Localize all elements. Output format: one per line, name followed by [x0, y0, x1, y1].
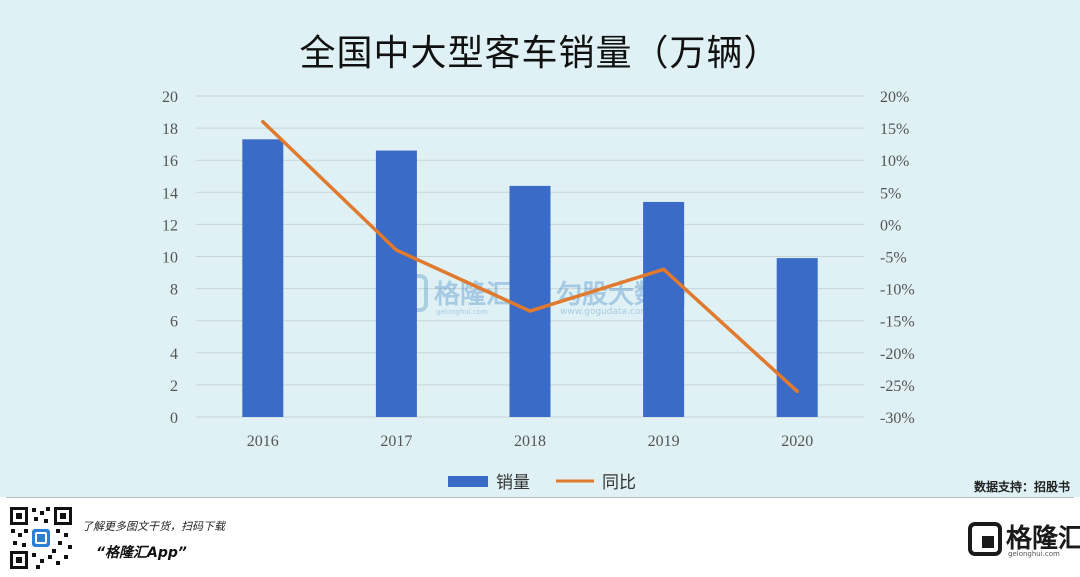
bar	[643, 201, 685, 417]
x-tick-label: 2017	[380, 433, 412, 450]
qr-code-icon	[8, 505, 74, 571]
x-tick-label: 2019	[648, 433, 680, 450]
brand-name: 格隆汇	[1006, 524, 1080, 554]
line-series	[261, 119, 799, 394]
y-right-tick-label: -5%	[880, 250, 907, 267]
line-point	[795, 389, 799, 393]
chart-svg: 格隆汇 gelonghui.com 勾股大数据 www.gogudata.com…	[162, 89, 915, 493]
y-right-tick-label: -10%	[880, 282, 915, 299]
y-left-tick-label: 8	[170, 282, 178, 299]
line-point	[528, 309, 532, 313]
y-right-tick-label: -25%	[880, 378, 915, 395]
legend-line-label: 同比	[602, 473, 636, 493]
y-left-tick-label: 18	[162, 121, 178, 138]
y-right-tick-label: 5%	[880, 185, 901, 202]
chart-title: 全国中大型客车销量（万辆）	[299, 33, 781, 74]
data-source: 数据支持：招股书	[973, 480, 1070, 494]
g-logo-icon	[968, 522, 1002, 556]
y-left-tick-label: 14	[162, 185, 178, 202]
y-right-tick-label: -30%	[880, 410, 915, 427]
y-left-tick-label: 12	[162, 217, 178, 234]
x-tick-label: 2018	[514, 433, 546, 450]
promo-line-1: 了解更多图文干货，扫码下载	[82, 520, 225, 533]
line-point	[662, 267, 666, 271]
y-left-tick-label: 2	[170, 378, 178, 395]
legend-bar-swatch	[448, 476, 488, 487]
chart-area: 全国中大型客车销量（万辆） 格隆汇 gelonghui.com 勾股大数据 ww…	[0, 0, 1080, 497]
y-right-tick-label: 10%	[880, 153, 909, 170]
y-right-tick-label: 15%	[880, 121, 909, 138]
y-right-tick-label: -20%	[880, 346, 915, 363]
promo-line-2: “格隆汇App”	[96, 545, 187, 561]
y-right-tick-label: 0%	[880, 217, 901, 234]
line-point	[261, 120, 265, 124]
y-left-tick-label: 10	[162, 250, 178, 267]
bar	[242, 139, 284, 417]
y-left-tick-label: 4	[170, 346, 178, 363]
bar	[776, 258, 818, 417]
x-tick-label: 2020	[781, 433, 813, 450]
brand-url: gelonghui.com	[1008, 550, 1060, 558]
bar-series	[242, 139, 818, 417]
bar	[375, 150, 417, 417]
legend-bar-label: 销量	[496, 473, 530, 493]
x-tick-label: 2016	[247, 433, 279, 450]
axis-labels: 0 2 4 6 8 10 12 14 16 18 20 -30% -25% -20% -15% -10% -5%…	[162, 89, 915, 450]
bar	[509, 185, 551, 417]
y-left-tick-label: 6	[170, 314, 178, 331]
y-left-tick-label: 16	[162, 153, 178, 170]
y-left-tick-label: 20	[162, 89, 178, 106]
footer-divider	[6, 497, 1074, 498]
y-right-tick-label: -15%	[880, 314, 915, 331]
watermark-url-1: gelonghui.com	[436, 308, 488, 316]
watermark-url-2: www.gogudata.com	[560, 307, 649, 317]
legend: 销量 同比	[448, 473, 636, 493]
brand-logo: 格隆汇 gelonghui.com	[968, 516, 1080, 562]
y-right-tick-label: 20%	[880, 89, 909, 106]
line-point	[394, 248, 398, 252]
y-left-tick-label: 0	[170, 410, 178, 427]
